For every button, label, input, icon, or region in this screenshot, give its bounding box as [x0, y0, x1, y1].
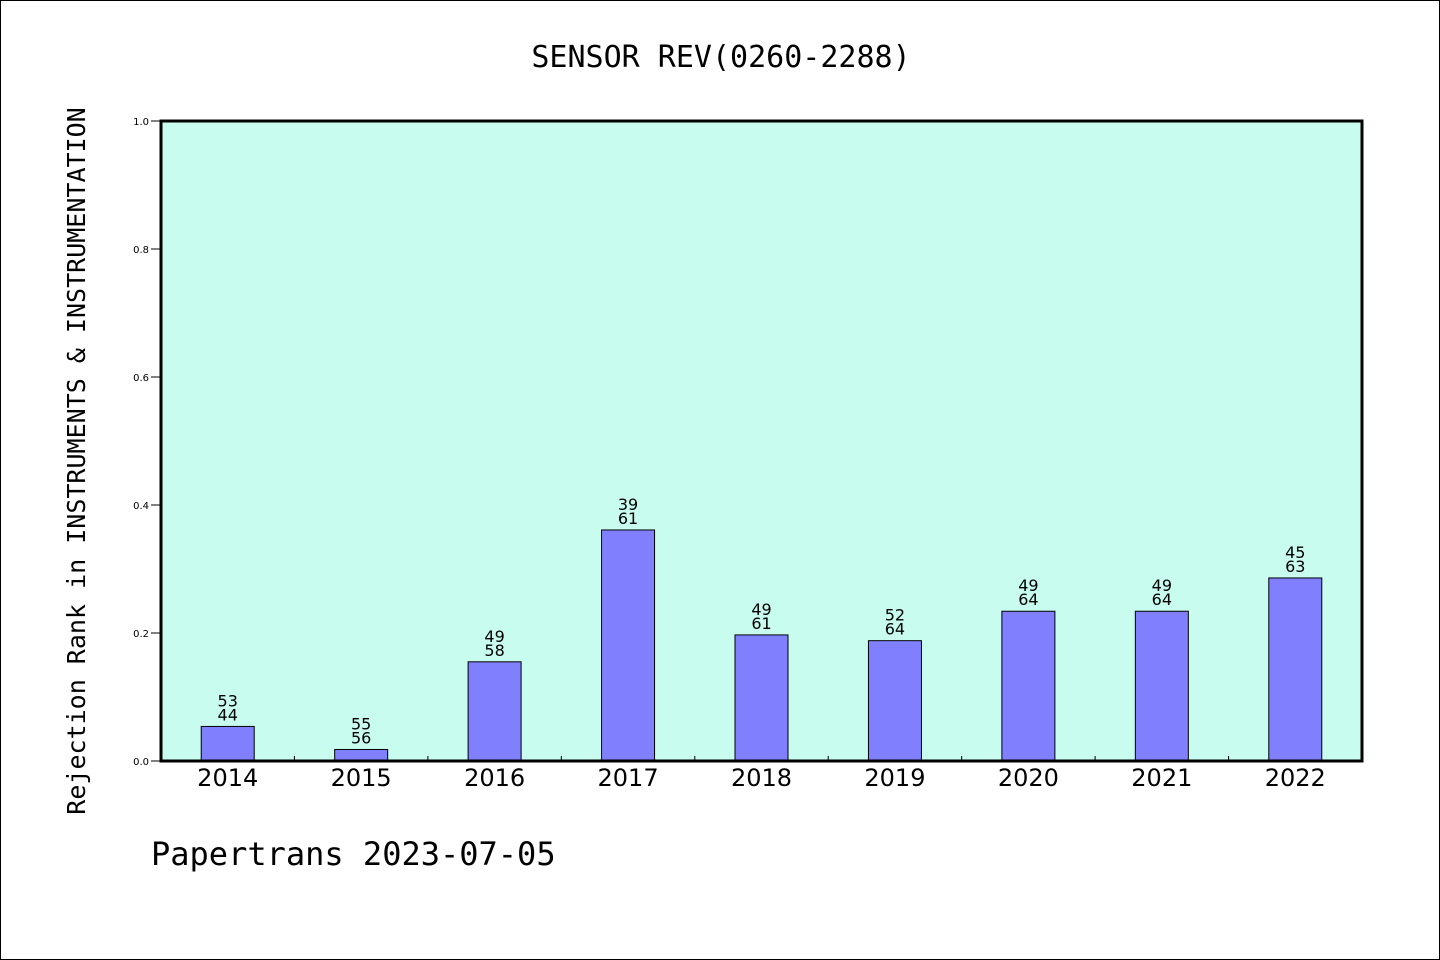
y-axis: 0.0 0.2 0.4 0.6 0.8 1.0 [133, 117, 161, 768]
bar-2017 [601, 529, 656, 762]
y-tick-label: 0.6 [133, 373, 149, 384]
x-tick-label: 2021 [1131, 764, 1192, 792]
data-label-bottom: 58 [484, 641, 504, 660]
y-axis-label: Rejection Rank in INSTRUMENTS & INSTRUME… [62, 107, 91, 814]
bar-2014 [200, 725, 255, 762]
data-label-top: 49 [1152, 576, 1172, 595]
bar-2021 [1134, 610, 1189, 762]
x-tick-label: 2020 [998, 764, 1059, 792]
data-label-bottom: 64 [885, 620, 905, 639]
data-label-bottom: 64 [1152, 590, 1172, 609]
x-tick-label: 2019 [864, 764, 925, 792]
data-label-top: 55 [351, 714, 371, 733]
x-tick-label: 2018 [731, 764, 792, 792]
bar-2018 [734, 634, 789, 762]
bar-2022 [1268, 577, 1323, 762]
data-label-top: 49 [751, 600, 771, 619]
chart-title: SENSOR REV(0260-2288) [531, 40, 910, 75]
x-tick-label: 2022 [1265, 764, 1326, 792]
data-label-bottom: 61 [618, 509, 638, 528]
data-label-top: 53 [218, 691, 238, 710]
bar-2019 [867, 640, 922, 762]
bar-2015 [334, 748, 389, 762]
y-tick-label: 0.2 [133, 629, 149, 640]
data-label-top: 39 [618, 495, 638, 514]
footer-text: Papertrans 2023-07-05 [151, 835, 556, 873]
data-label-bottom: 63 [1285, 557, 1305, 576]
y-tick-label: 0.4 [133, 501, 149, 512]
x-tick-label: 2014 [197, 764, 258, 792]
y-tick-label: 0.0 [133, 757, 149, 768]
y-tick-label: 0.8 [133, 245, 149, 256]
x-axis: 2014 2015 2016 2017 2018 2019 2020 2021 2022 [197, 756, 1326, 792]
data-label-bottom: 64 [1018, 590, 1038, 609]
plot-border [159, 119, 1364, 763]
bar-2020 [1001, 610, 1056, 762]
x-tick-label: 2015 [331, 764, 392, 792]
bar-2016 [467, 661, 522, 762]
data-label-bottom: 56 [351, 728, 371, 747]
data-label-top: 52 [885, 606, 905, 625]
data-label-top: 49 [1018, 576, 1038, 595]
x-tick-label: 2016 [464, 764, 525, 792]
data-label-bottom: 44 [218, 705, 238, 724]
data-label-bottom: 61 [751, 614, 771, 633]
y-tick-label: 1.0 [133, 117, 149, 128]
x-tick-label: 2017 [598, 764, 659, 792]
data-label-top: 49 [484, 627, 504, 646]
data-label-top: 45 [1285, 543, 1305, 562]
